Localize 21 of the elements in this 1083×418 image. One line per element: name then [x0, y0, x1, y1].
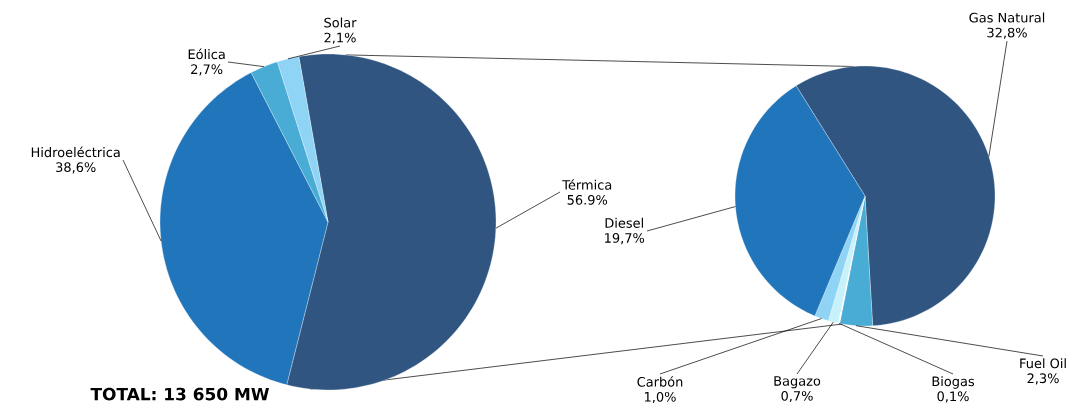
slice-label: Carbón [637, 376, 683, 387]
slice-label: Eólica [188, 48, 225, 60]
data-label: 38,6% [56, 162, 96, 174]
data-label: 2,1% [324, 32, 356, 44]
data-label: 32,8% [987, 27, 1027, 39]
data-label: 2,7% [191, 64, 223, 76]
data-label: 0,1% [937, 391, 969, 403]
slice-label: Solar [324, 17, 357, 28]
slice-label: Biogas [932, 376, 975, 389]
slice-label: Fuel Oil [1020, 358, 1066, 369]
slice-label: Térmica [562, 179, 612, 190]
slice-label: Bagazo [774, 376, 821, 389]
slice-label: Hidroeléctrica [31, 146, 120, 158]
text: TOTAL: 13 650 MW [90, 387, 269, 401]
data-label: 0,7% [781, 390, 813, 403]
data-label: 2,3% [1027, 373, 1059, 385]
data-label: 19,7% [605, 233, 645, 245]
data-label: 1,0% [644, 391, 676, 403]
data-label: 56.9% [567, 194, 608, 205]
slice-label: Gas Natural [969, 12, 1045, 23]
slice-label: Diesel [605, 217, 643, 228]
